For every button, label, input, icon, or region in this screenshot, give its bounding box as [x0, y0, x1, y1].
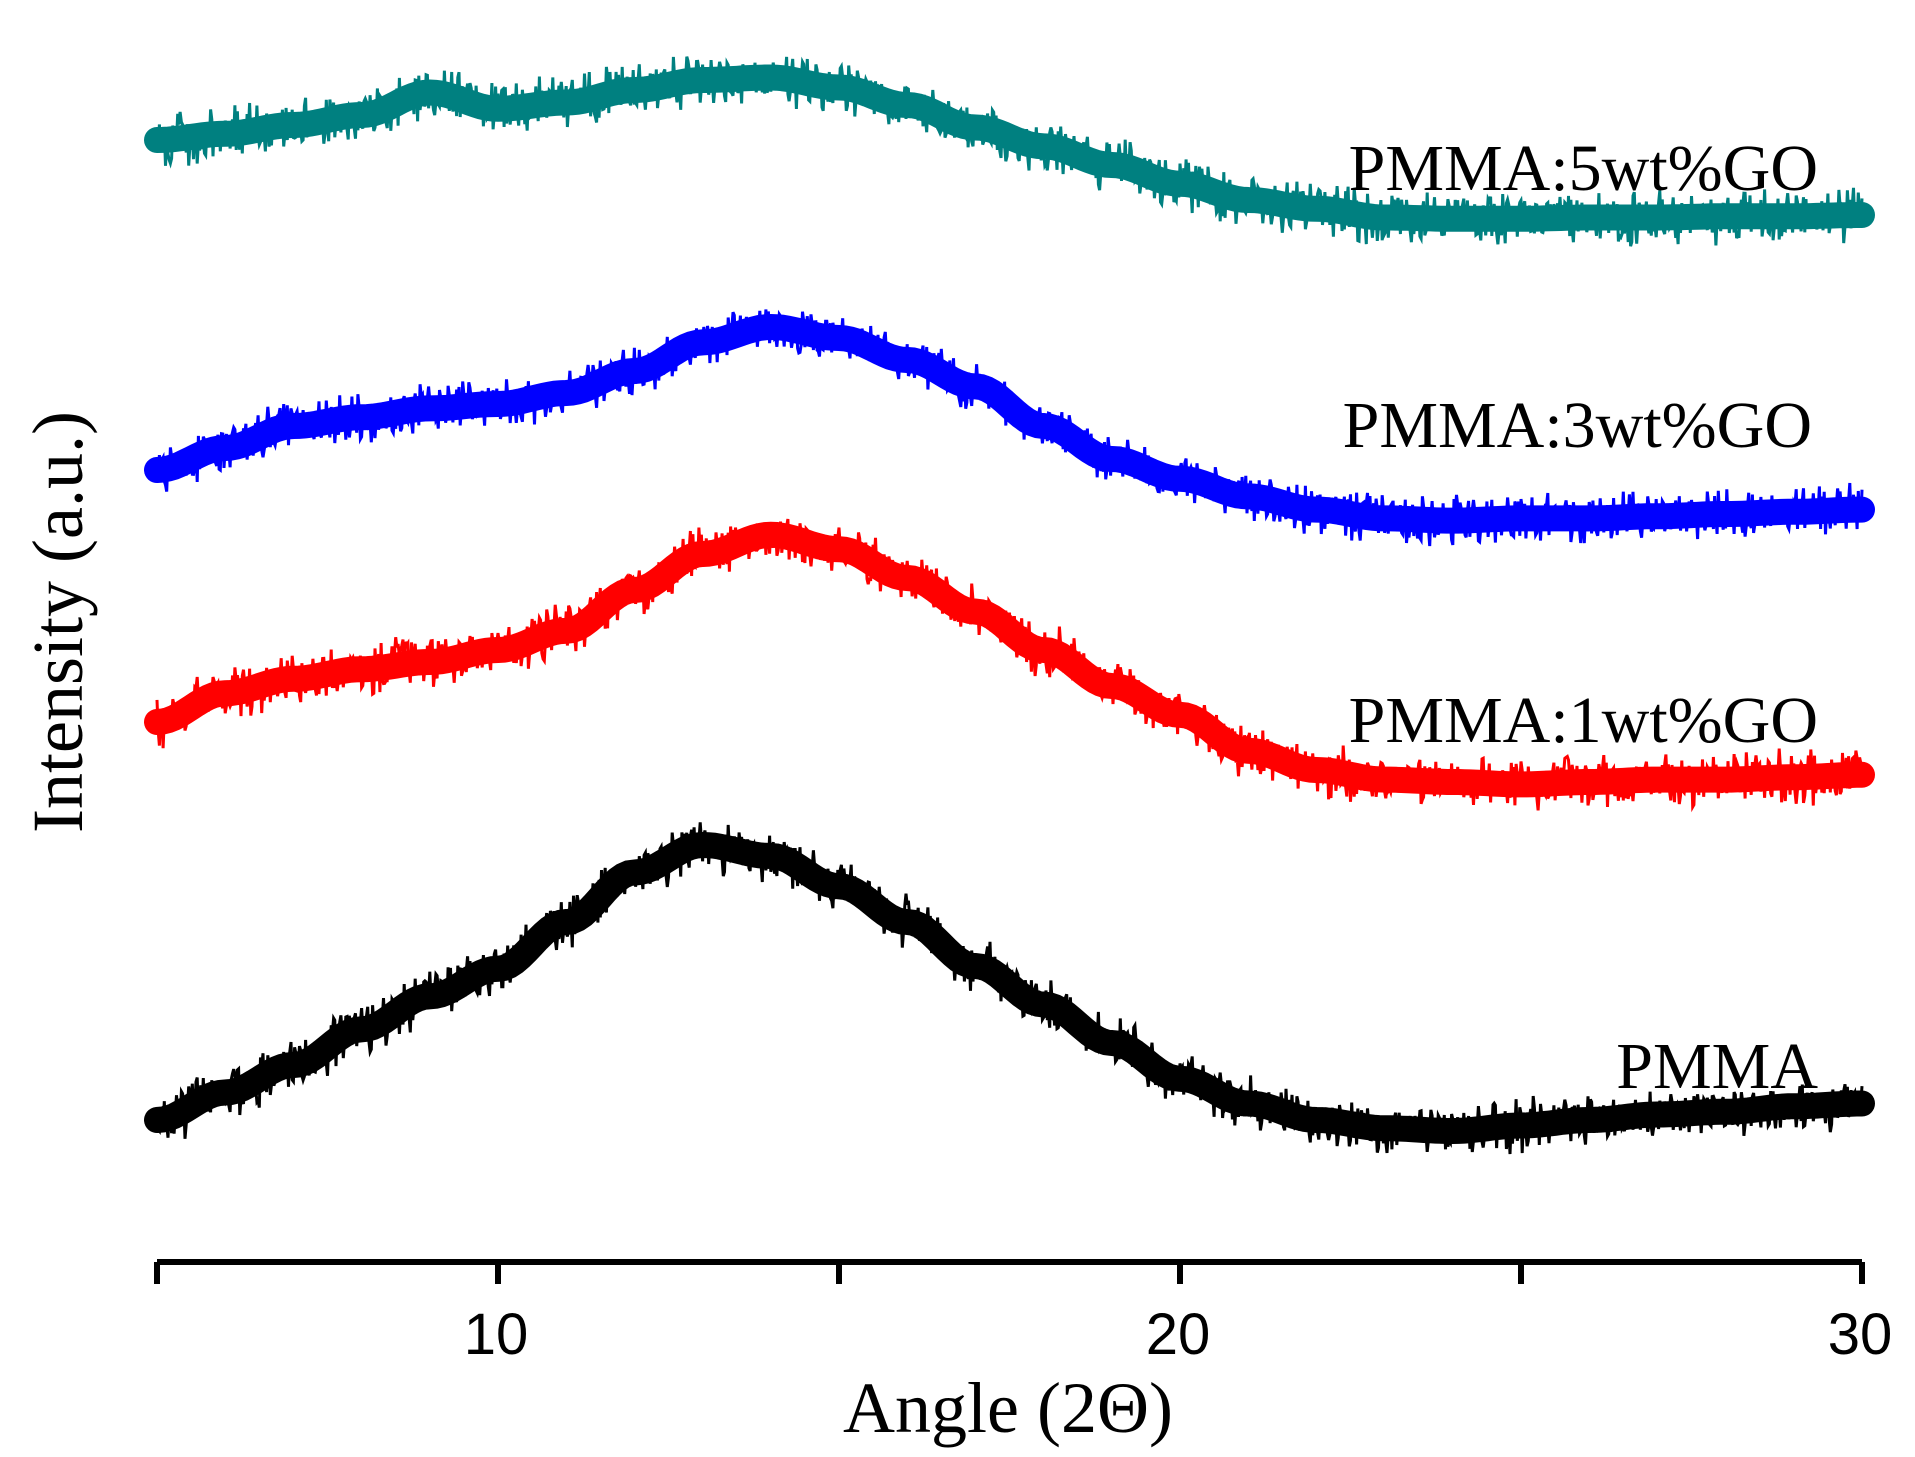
series-line-pmma-band	[144, 831, 1875, 1144]
series-line-1wt-band	[144, 521, 1875, 798]
series-line-3wt-band	[144, 313, 1875, 534]
series-label-3wt: PMMA:3wt%GO	[1343, 389, 1812, 462]
x-axis-title: Angle (2Θ)	[843, 1368, 1173, 1448]
series-line-5wt-band	[144, 64, 1875, 232]
x-tick-label-30: 30	[1828, 1302, 1893, 1367]
series-label-pmma: PMMA	[1616, 1030, 1818, 1103]
y-axis-title: Intensity (a.u.)	[18, 411, 98, 833]
series-layer	[144, 56, 1875, 1155]
x-tick-label-20: 20	[1146, 1302, 1211, 1367]
series-label-1wt: PMMA:1wt%GO	[1349, 684, 1818, 757]
x-tick-label-10: 10	[464, 1302, 529, 1367]
x-axis-ticks	[154, 1262, 1865, 1284]
series-label-5wt: PMMA:5wt%GO	[1349, 132, 1818, 205]
